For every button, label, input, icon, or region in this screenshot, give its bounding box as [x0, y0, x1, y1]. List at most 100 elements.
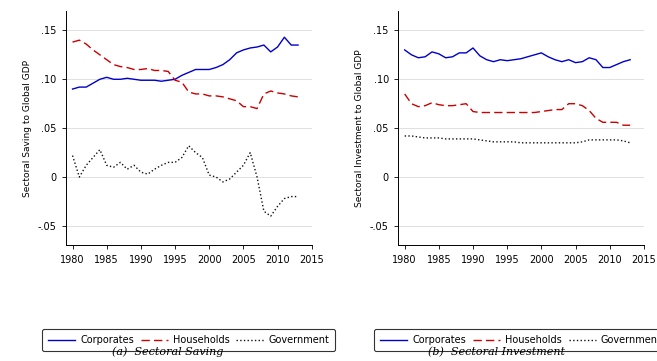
Corporates	[592, 57, 600, 62]
Government	[273, 204, 281, 209]
Households	[606, 120, 614, 125]
Legend: Corporates, Households, Government: Corporates, Households, Government	[374, 329, 657, 351]
Government	[294, 195, 302, 199]
Government	[281, 196, 288, 201]
Corporates	[503, 58, 511, 63]
Government	[421, 136, 429, 140]
Government	[253, 175, 261, 179]
Households	[281, 92, 288, 96]
Households	[537, 109, 545, 114]
Government	[620, 139, 627, 143]
Line: Government: Government	[72, 146, 298, 216]
Households	[124, 65, 131, 70]
Corporates	[260, 43, 268, 47]
Government	[442, 137, 449, 141]
Government	[239, 163, 247, 168]
Corporates	[82, 85, 90, 89]
Corporates	[171, 77, 179, 82]
Households	[463, 101, 470, 106]
Government	[226, 177, 234, 181]
Households	[442, 104, 449, 108]
Households	[483, 110, 491, 115]
Households	[524, 110, 532, 115]
Corporates	[110, 77, 118, 82]
Households	[551, 108, 559, 112]
Y-axis label: Sectoral Investment to Global GDP: Sectoral Investment to Global GDP	[355, 49, 365, 207]
Corporates	[558, 60, 566, 64]
Corporates	[449, 55, 457, 59]
Households	[137, 67, 145, 71]
Households	[407, 101, 415, 106]
Corporates	[606, 65, 614, 70]
Households	[497, 110, 505, 115]
Corporates	[246, 46, 254, 50]
Corporates	[442, 56, 449, 60]
Government	[246, 151, 254, 155]
Corporates	[144, 78, 152, 82]
Corporates	[124, 76, 131, 81]
Corporates	[407, 53, 415, 57]
Households	[578, 104, 586, 108]
Corporates	[158, 79, 166, 83]
Corporates	[239, 48, 247, 52]
Government	[537, 141, 545, 145]
Households	[503, 110, 511, 115]
Households	[110, 62, 118, 67]
Households	[612, 120, 620, 125]
Households	[253, 106, 261, 111]
Government	[455, 137, 463, 141]
Government	[606, 138, 614, 142]
Government	[102, 163, 110, 168]
Households	[76, 38, 83, 42]
Corporates	[428, 50, 436, 54]
Corporates	[524, 55, 532, 59]
Text: (b)  Sectoral Investment: (b) Sectoral Investment	[428, 347, 564, 357]
Government	[626, 141, 634, 145]
Households	[212, 94, 220, 98]
Households	[89, 48, 97, 52]
Corporates	[219, 62, 227, 67]
Government	[164, 160, 172, 165]
Line: Government: Government	[405, 136, 630, 143]
Government	[435, 136, 443, 140]
Households	[517, 110, 525, 115]
Households	[82, 42, 90, 46]
Households	[620, 123, 627, 127]
Government	[463, 137, 470, 141]
Government	[116, 160, 124, 165]
Government	[503, 140, 511, 144]
Corporates	[273, 45, 281, 49]
Government	[110, 165, 118, 169]
Legend: Corporates, Households, Government: Corporates, Households, Government	[42, 329, 335, 351]
Households	[469, 109, 477, 114]
Households	[531, 110, 539, 115]
Households	[585, 108, 593, 113]
Corporates	[551, 57, 559, 62]
Households	[260, 92, 268, 96]
Government	[469, 137, 477, 141]
Government	[551, 141, 559, 145]
Households	[415, 104, 422, 109]
Government	[68, 153, 76, 158]
Government	[219, 180, 227, 184]
Households	[421, 104, 429, 108]
Households	[626, 123, 634, 127]
Households	[130, 67, 138, 71]
Government	[82, 163, 90, 168]
Corporates	[212, 65, 220, 70]
Government	[192, 151, 200, 155]
Corporates	[463, 51, 470, 55]
Government	[565, 141, 573, 145]
Households	[205, 94, 213, 98]
Households	[219, 95, 227, 99]
Households	[592, 116, 600, 121]
Government	[233, 170, 240, 174]
Households	[96, 53, 104, 57]
Government	[124, 167, 131, 171]
Government	[401, 134, 409, 138]
Households	[198, 92, 206, 96]
Households	[246, 104, 254, 109]
Line: Corporates: Corporates	[72, 37, 298, 89]
Corporates	[476, 54, 484, 58]
Households	[558, 108, 566, 112]
